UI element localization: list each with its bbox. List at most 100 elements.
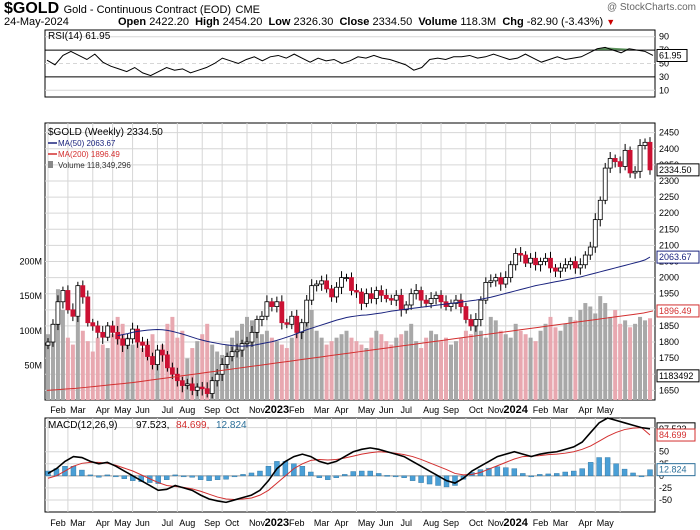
volume-bar [140, 348, 145, 400]
candle-body [314, 283, 320, 287]
candle-body [229, 351, 235, 357]
x-tick-label: 2023 [265, 517, 289, 529]
candle-body [617, 161, 623, 167]
candle-body [75, 285, 81, 317]
candle-body [184, 383, 190, 386]
candle-body [548, 257, 553, 269]
candle-body [145, 344, 150, 357]
candle-body [398, 294, 404, 311]
x-tick-label: May [114, 518, 132, 528]
x-tick-label: Aug [423, 405, 439, 415]
candle-body [45, 341, 51, 346]
candle-body [637, 145, 643, 172]
volume-bar [648, 318, 652, 400]
x-tick-label: Feb [289, 518, 305, 528]
candle-body [334, 286, 339, 298]
volume-bar [160, 344, 165, 400]
x-tick-label: Feb [50, 405, 66, 415]
candle-body [80, 285, 86, 298]
x-tick-label: May [114, 405, 132, 415]
hist-last-tag-box [656, 463, 696, 477]
rsi-legend: RSI(14) 61.95 [48, 31, 111, 42]
macd-histogram-bar [367, 470, 373, 477]
candle-body [169, 367, 175, 375]
macd-histogram-bar [113, 475, 119, 478]
x-tick-label: Oct [469, 518, 484, 528]
candle-body [329, 288, 334, 298]
candle-body [214, 373, 220, 382]
ma50-tag-box [656, 250, 700, 264]
candle-body [100, 331, 106, 338]
x-tick-label: Mar [314, 518, 330, 528]
volume-bar [279, 344, 284, 400]
candle-body [125, 338, 131, 346]
volume-bar [65, 337, 70, 400]
candle-body [304, 299, 310, 324]
volume-bar [284, 348, 289, 400]
price-tick-label: 2250 [659, 192, 679, 202]
candle-body [607, 158, 613, 169]
x-tick-label: May [597, 405, 615, 415]
x-tick-label: Apr [578, 518, 592, 528]
volume-bar [314, 330, 319, 400]
candle-body [319, 280, 325, 285]
candle-body [70, 309, 76, 317]
volume-bar [120, 323, 125, 400]
instrument-name: Gold - Continuous Contract (EOD) [63, 4, 232, 16]
candle-body [622, 149, 628, 167]
candle-body [597, 199, 603, 221]
volume-bar [424, 337, 429, 400]
volume-bar [468, 334, 473, 400]
volume-bar [269, 337, 274, 400]
volume-bar [264, 330, 269, 400]
volume-bar [354, 341, 359, 400]
macd-histogram-bar [562, 471, 568, 477]
price-tick-label: 2300 [659, 176, 679, 186]
macd-histogram-bar [79, 469, 85, 477]
macd-histogram-bar [96, 475, 102, 478]
macd-histogram-bar [554, 473, 560, 477]
volume-bar [444, 337, 449, 400]
macd-histogram-bar [545, 473, 551, 477]
macd-histogram-bar [350, 471, 356, 477]
candle-body [423, 299, 429, 304]
candle-body [110, 325, 116, 333]
macd-histogram-bar [401, 475, 407, 478]
candle-body [478, 299, 484, 320]
candle-body [95, 325, 101, 333]
candle-body [224, 356, 230, 365]
macd-tick-label: -25 [659, 483, 672, 493]
candle-body [602, 167, 608, 201]
x-tick-label: Apr [578, 405, 592, 415]
macd-histogram-bar [613, 463, 619, 477]
last-price-tag: 2334.50 [659, 165, 692, 175]
price-tick-label: 1800 [659, 337, 679, 347]
open-value: 2422.20 [149, 16, 189, 28]
volume-bar [95, 337, 100, 400]
macd-histogram-bar [308, 471, 314, 477]
candle-body [239, 343, 245, 351]
volume-last-box [656, 369, 700, 383]
rsi-tick-label: 10 [659, 85, 669, 95]
volume-bar [434, 334, 439, 400]
candle-body [498, 277, 504, 285]
volume-bar [135, 330, 140, 400]
volume-bar [633, 323, 638, 400]
candle-body [388, 298, 394, 301]
volume-bar [643, 320, 648, 400]
x-tick-label: Nov [488, 518, 505, 528]
volume-bar [85, 341, 90, 400]
volume-bar [473, 323, 478, 400]
volume-bar [448, 344, 453, 400]
volume-bar [528, 337, 533, 400]
volume-bar [558, 330, 563, 400]
signal-last-tag: 84.699 [659, 430, 687, 440]
macd-histogram-bar [528, 475, 534, 478]
x-tick-label: Aug [179, 405, 195, 415]
candle-body [577, 264, 583, 269]
macd-histogram-bar [596, 457, 602, 477]
x-tick-label: Jun [135, 518, 150, 528]
x-tick-label: Feb [50, 518, 66, 528]
volume-bar [573, 320, 578, 400]
